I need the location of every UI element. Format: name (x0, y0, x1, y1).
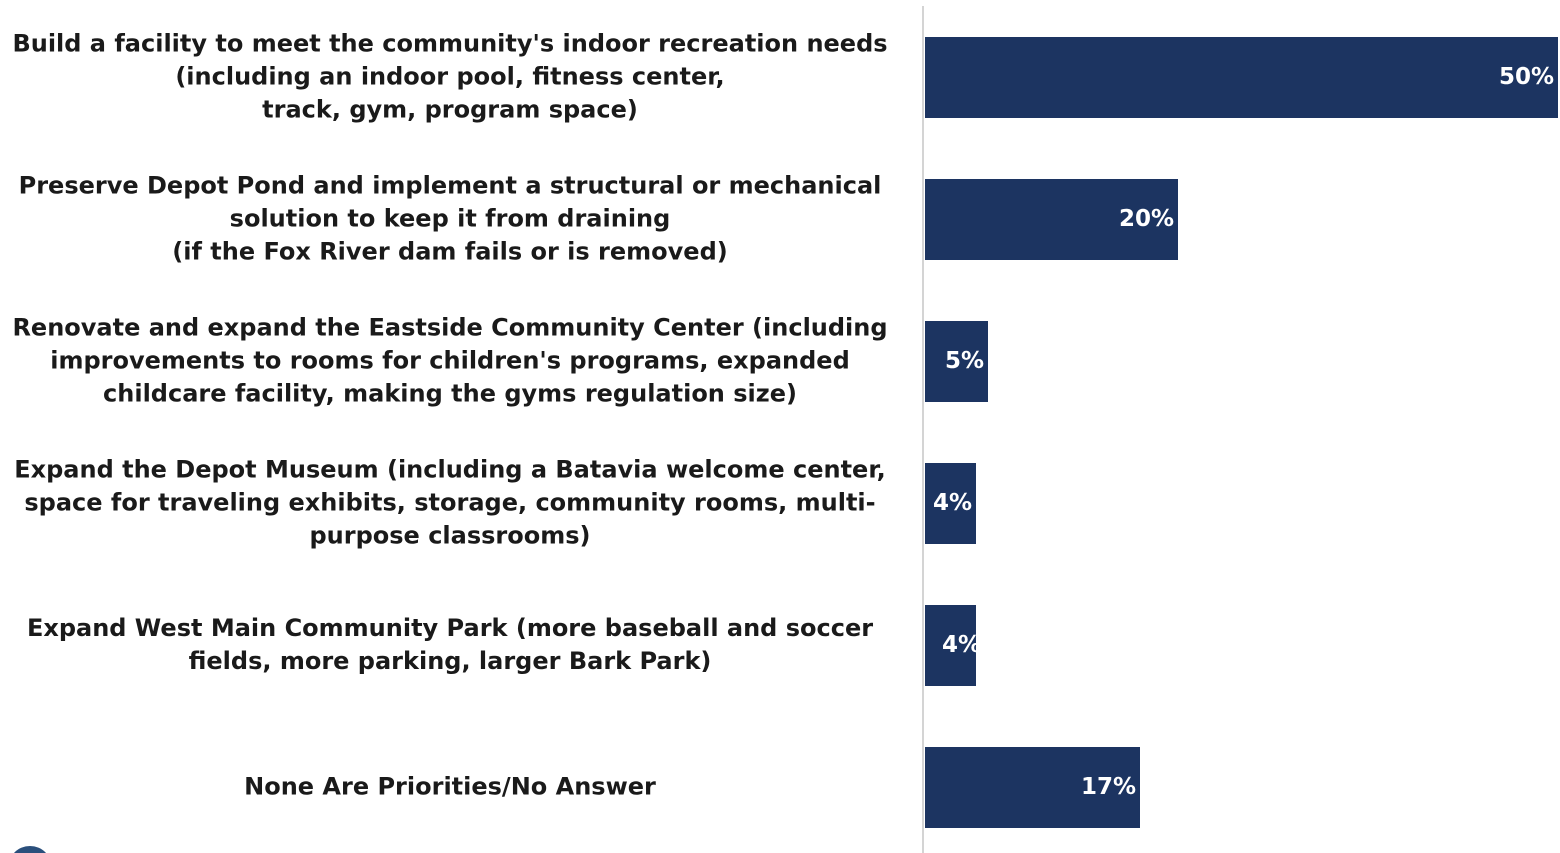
category-label: Preserve Depot Pond and implement a stru… (18, 171, 882, 266)
category-label: Renovate and expand the Eastside Communi… (12, 313, 888, 408)
logo-mark (8, 846, 52, 853)
bar: 4% (925, 604, 982, 686)
category-label: Expand West Main Community Park (more ba… (26, 614, 874, 675)
category-label: Expand the Depot Museum (including a Bat… (14, 455, 886, 550)
bar-value-label: 4% (942, 632, 982, 658)
bar-value-label: 5% (944, 348, 984, 374)
category-label: None Are Priorities/No Answer (244, 772, 656, 801)
category-axis-line (922, 6, 924, 853)
category-label: Build a facility to meet the community's… (12, 29, 888, 124)
bar: 4% (925, 462, 976, 544)
bar: 17% (925, 746, 1140, 828)
bar: 5% (925, 320, 988, 402)
bar: 20% (925, 178, 1178, 260)
bar: 50% (925, 36, 1558, 118)
bar-value-label: 50% (1498, 64, 1554, 90)
bar-value-label: 4% (932, 490, 972, 516)
bar-value-label: 20% (1118, 206, 1174, 232)
bar-value-label: 17% (1080, 774, 1136, 800)
